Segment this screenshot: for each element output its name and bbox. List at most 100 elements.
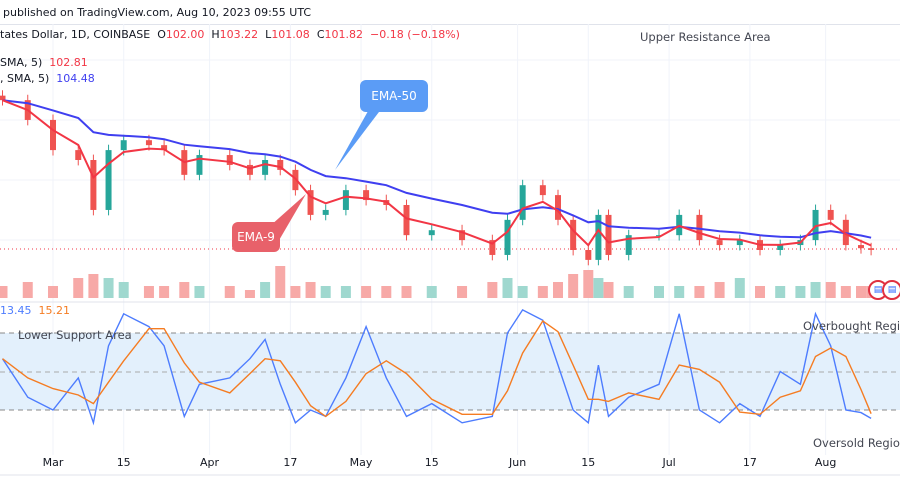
candle-body [812, 209, 819, 241]
volume-bar [260, 282, 271, 298]
volume-bar [381, 286, 392, 298]
volume-bar [426, 286, 437, 298]
volume-bar [320, 286, 331, 298]
volume-bar [103, 278, 114, 298]
time-tick-label: Mar [43, 456, 64, 469]
volume-bar [290, 286, 301, 298]
volume-bar [840, 286, 851, 298]
candle-body [858, 245, 864, 249]
volume-bar [179, 282, 190, 298]
candle-body [75, 150, 82, 160]
candle-body [50, 119, 56, 151]
candle-body [539, 185, 546, 196]
candle-body [625, 235, 632, 255]
volume-bar [224, 286, 235, 298]
volume-bar [244, 290, 255, 298]
volume-bar [143, 286, 154, 298]
time-tick-label: 15 [425, 456, 439, 469]
volume-bar [537, 286, 548, 298]
volume-bar [401, 286, 412, 298]
published-header: published on TradingView.com, Aug 10, 20… [0, 0, 900, 25]
volume-bar [118, 282, 129, 298]
candle-body [868, 248, 875, 250]
volume-bar [583, 270, 594, 298]
time-tick-label: Jul [661, 456, 675, 469]
candle-body [459, 230, 466, 241]
time-tick-label: Apr [200, 456, 220, 469]
indicator-legend-2[interactable]: , SMA, 5) 104.48 [0, 72, 95, 85]
candle-body [145, 140, 152, 146]
candle-body [489, 240, 496, 255]
ema50-callout-pointer [335, 104, 385, 170]
low-label: L [265, 28, 272, 41]
candle-body [827, 209, 834, 220]
candle-body [307, 190, 314, 215]
open-label: O [157, 28, 166, 41]
volume-bar [305, 282, 316, 298]
volume-bar [159, 286, 170, 298]
volume-bar [795, 286, 806, 298]
candle-body [363, 190, 370, 201]
ema9-callout-box[interactable] [232, 222, 280, 252]
volume-bar [810, 282, 821, 298]
volume-bar [48, 286, 58, 298]
candle-body [403, 205, 410, 236]
volume-bar [674, 286, 685, 298]
candle-body [246, 164, 253, 175]
time-axis: Mar 15 Apr 17 May 15 Jun 15 Jul 17 Aug [43, 456, 837, 469]
us-flag-event-icon[interactable]: ▤ [882, 280, 900, 300]
volume-bar [623, 286, 634, 298]
volume-bar [340, 286, 351, 298]
candle-body [196, 155, 203, 175]
volume-bar [361, 286, 372, 298]
candle-body [555, 195, 561, 220]
volume-bar [734, 278, 745, 298]
candle-body [504, 219, 511, 255]
volume-bar [457, 286, 468, 298]
stoch-k-line [1, 308, 872, 426]
candle-body [696, 214, 703, 241]
candle-body [777, 245, 784, 250]
candle-body [0, 95, 6, 101]
volume-bar [553, 282, 563, 298]
volume-bar [568, 274, 579, 298]
indicator-1-value: 102.81 [49, 56, 88, 69]
indicator-legend-1[interactable]: SMA, 5) 102.81 [0, 56, 88, 69]
volume-bar [694, 286, 705, 298]
time-tick-label: Jun [508, 456, 526, 469]
stoch-d-line [2, 320, 872, 418]
change-value: −0.18 (−0.18%) [370, 28, 460, 41]
ema-9-line [2, 99, 872, 247]
time-tick-label: May [350, 456, 373, 469]
volume-bar [0, 286, 8, 298]
volume-bar [73, 278, 84, 298]
volume-bar [775, 286, 786, 298]
candle-body [570, 219, 577, 250]
candle-body [277, 160, 284, 170]
volume-bar [593, 278, 604, 298]
candle-body [428, 230, 435, 236]
volume-bar [825, 282, 836, 298]
candles [0, 90, 875, 266]
oversold-label: Oversold Region [813, 436, 900, 450]
volume-bars [0, 266, 877, 298]
candle-body [656, 235, 662, 237]
volume-bar [88, 274, 99, 298]
indicator-2-value: 104.48 [56, 72, 95, 85]
candle-body [736, 240, 743, 246]
candle-body [716, 240, 723, 246]
volume-bar [755, 286, 765, 298]
candle-body [226, 155, 233, 165]
ema50-callout-box[interactable] [360, 80, 428, 112]
indicator-2-label: , SMA, 5) [0, 72, 50, 85]
candle-body [342, 190, 349, 210]
time-tick-label: 17 [743, 456, 757, 469]
volume-bar [194, 286, 205, 298]
volume-bar [487, 282, 498, 298]
volume-bar [502, 278, 513, 298]
candle-body [519, 185, 526, 220]
volume-bar [275, 266, 286, 298]
candle-body [105, 150, 112, 210]
symbol-legend: tates Dollar, 1D, COINBASE O102.00 H103.… [0, 28, 460, 41]
